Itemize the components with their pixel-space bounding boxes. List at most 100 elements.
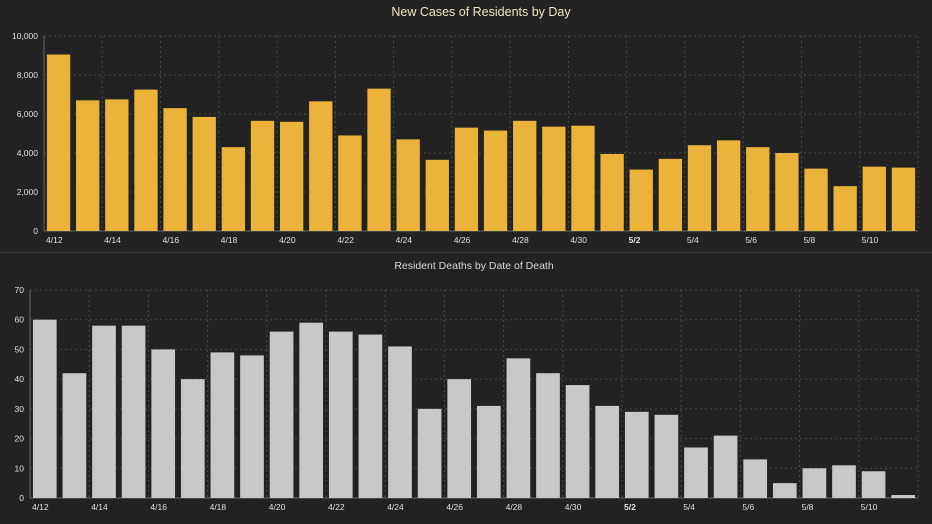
- deaths-x-tick-label: 5/4: [683, 502, 695, 512]
- deaths-y-tick-label: 60: [15, 315, 25, 325]
- cases-bar-5-7[interactable]: [775, 153, 799, 231]
- cases-y-tick-label: 6,000: [17, 109, 39, 119]
- deaths-bar-5-9[interactable]: [832, 465, 856, 498]
- deaths-bar-5-5[interactable]: [713, 435, 738, 498]
- deaths-bar-4-23[interactable]: [358, 334, 383, 498]
- cases-bar-4-19[interactable]: [250, 120, 275, 231]
- cases-bar-4-27[interactable]: [483, 130, 508, 231]
- cases-bar-4-13[interactable]: [76, 100, 100, 231]
- deaths-bar-5-1[interactable]: [595, 405, 620, 498]
- deaths-x-tick-label: 4/20: [269, 502, 286, 512]
- cases-bar-4-12[interactable]: [46, 54, 71, 232]
- deaths-bar-5-8[interactable]: [802, 468, 827, 498]
- deaths-bar-4-18[interactable]: [210, 352, 235, 498]
- panel-divider: [0, 252, 932, 253]
- deaths-chart: Resident Deaths by Date of Death 0 10 20 30 4…: [15, 260, 919, 512]
- deaths-bar-5-11[interactable]: [891, 495, 916, 498]
- deaths-x-tick-label: 5/6: [742, 502, 754, 512]
- cases-bar-4-28[interactable]: [513, 120, 537, 231]
- cases-bar-4-26[interactable]: [454, 127, 479, 231]
- cases-x-tick-label: 4/12: [46, 235, 63, 245]
- deaths-x-tick-label: 4/24: [387, 502, 404, 512]
- deaths-bar-5-10[interactable]: [861, 471, 886, 498]
- deaths-y-tick-label: 20: [15, 434, 25, 444]
- deaths-bar-5-3[interactable]: [654, 414, 679, 498]
- deaths-bar-4-27[interactable]: [476, 405, 501, 498]
- cases-y-tick-label: 4,000: [17, 148, 39, 158]
- cases-bar-4-15[interactable]: [134, 89, 158, 231]
- deaths-x-tick-label: 4/28: [506, 502, 523, 512]
- cases-y-tick-label: 8,000: [17, 70, 39, 80]
- cases-bar-5-1[interactable]: [600, 153, 624, 231]
- new-cases-chart-panel: New Cases of Residents by Day 0 2,000 4,000…: [0, 0, 932, 252]
- cases-x-tick-label: 5/6: [745, 235, 757, 245]
- cases-x-tick-label: 4/14: [104, 235, 121, 245]
- cases-bar-5-6[interactable]: [746, 147, 770, 231]
- deaths-y-tick-label: 10: [15, 463, 25, 473]
- deaths-bar-4-28[interactable]: [506, 358, 531, 498]
- cases-bar-4-20[interactable]: [279, 121, 304, 231]
- cases-bar-5-10[interactable]: [862, 166, 886, 231]
- cases-bar-4-30[interactable]: [571, 125, 595, 231]
- deaths-bar-4-13[interactable]: [62, 373, 87, 498]
- deaths-bar-4-30[interactable]: [565, 385, 590, 498]
- cases-x-tick-label: 4/26: [454, 235, 471, 245]
- cases-bar-5-5[interactable]: [716, 140, 741, 231]
- deaths-bar-4-25[interactable]: [417, 408, 442, 498]
- cases-x-tick-label: 4/24: [396, 235, 413, 245]
- cases-y-tick-label: 10,000: [12, 31, 38, 41]
- cases-x-tick-label: 5/10: [862, 235, 879, 245]
- deaths-bar-5-7[interactable]: [772, 483, 797, 498]
- deaths-bar-4-26[interactable]: [447, 379, 472, 498]
- cases-bar-5-8[interactable]: [804, 168, 828, 231]
- cases-bar-5-2[interactable]: [629, 169, 653, 231]
- deaths-bar-4-21[interactable]: [299, 322, 324, 498]
- deaths-bar-5-2[interactable]: [624, 411, 649, 498]
- deaths-y-tick-label: 0: [19, 493, 24, 503]
- deaths-y-tick-label: 30: [15, 404, 25, 414]
- deaths-chart-panel: Resident Deaths by Date of Death 0 10 20 30 4…: [0, 254, 932, 524]
- cases-bar-4-16[interactable]: [163, 108, 187, 231]
- deaths-bar-4-12[interactable]: [32, 319, 57, 498]
- deaths-bar-4-16[interactable]: [151, 349, 176, 498]
- cases-chart-title: New Cases of Residents by Day: [391, 5, 571, 19]
- cases-bar-4-25[interactable]: [425, 159, 449, 231]
- cases-bar-4-18[interactable]: [221, 147, 246, 231]
- deaths-bar-4-22[interactable]: [328, 331, 353, 498]
- cases-x-tick-label: 5/2: [629, 235, 641, 245]
- cases-x-tick-label: 4/30: [570, 235, 587, 245]
- deaths-bar-4-20[interactable]: [269, 331, 294, 498]
- deaths-bar-4-14[interactable]: [92, 325, 116, 498]
- deaths-bar-4-29[interactable]: [536, 373, 560, 498]
- cases-bar-4-17[interactable]: [192, 116, 216, 231]
- cases-bar-5-9[interactable]: [833, 186, 857, 231]
- deaths-bar-5-6[interactable]: [743, 459, 768, 498]
- cases-bar-5-11[interactable]: [891, 167, 916, 231]
- cases-bar-4-21[interactable]: [309, 101, 333, 231]
- deaths-bar-5-4[interactable]: [684, 447, 708, 498]
- deaths-bar-4-15[interactable]: [121, 325, 146, 498]
- cases-x-tick-label: 4/16: [163, 235, 180, 245]
- cases-x-tick-label: 4/18: [221, 235, 238, 245]
- deaths-x-tick-label: 4/18: [210, 502, 227, 512]
- deaths-bar-4-24[interactable]: [388, 346, 412, 498]
- cases-x-tick-label: 4/22: [337, 235, 354, 245]
- deaths-x-tick-label: 5/2: [624, 502, 636, 512]
- cases-x-tick-label: 4/28: [512, 235, 529, 245]
- cases-bar-4-24[interactable]: [396, 139, 420, 231]
- cases-bar-4-22[interactable]: [338, 135, 362, 231]
- cases-bar-4-29[interactable]: [542, 126, 566, 231]
- deaths-x-tick-label: 4/30: [565, 502, 582, 512]
- new-cases-chart: New Cases of Residents by Day 0 2,000 4,000…: [12, 5, 919, 245]
- cases-bar-5-3[interactable]: [658, 158, 683, 231]
- deaths-y-tick-label: 50: [15, 344, 25, 354]
- deaths-bar-4-17[interactable]: [180, 379, 205, 498]
- cases-x-tick-label: 4/20: [279, 235, 296, 245]
- deaths-bar-4-19[interactable]: [240, 355, 264, 498]
- cases-bar-4-23[interactable]: [367, 88, 391, 232]
- cases-y-tick-label: 2,000: [17, 187, 39, 197]
- cases-bar-5-4[interactable]: [687, 145, 712, 231]
- cases-bar-4-14[interactable]: [105, 99, 129, 231]
- deaths-x-tick-label: 4/14: [91, 502, 108, 512]
